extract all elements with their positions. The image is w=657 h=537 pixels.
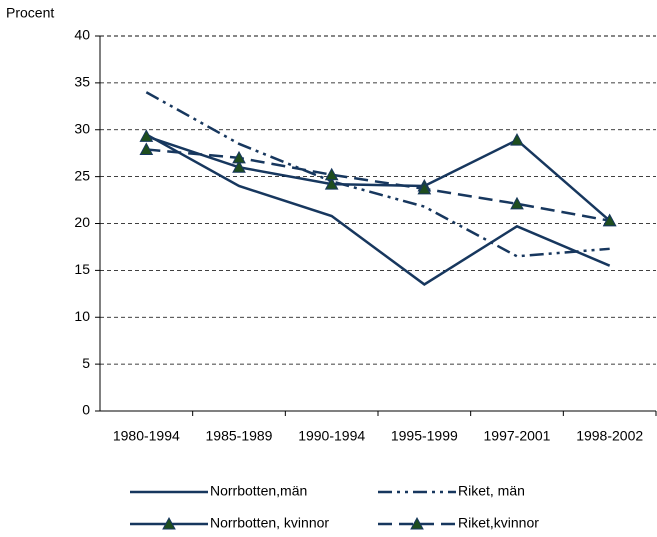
y-tick-label: 35 — [74, 74, 90, 90]
series-marker — [417, 181, 432, 195]
legend-label: Norrbotten, kvinnor — [210, 515, 329, 531]
x-tick-label: 1995-1999 — [391, 428, 458, 444]
series-line — [145, 133, 611, 286]
y-tick-label: 25 — [74, 167, 90, 183]
y-tick-label: 15 — [74, 261, 90, 277]
series-marker — [232, 150, 246, 164]
y-tick-label: 40 — [74, 27, 90, 43]
legend-label: Riket, män — [458, 483, 525, 499]
x-tick-label: 1985-1989 — [206, 428, 273, 444]
legend-marker — [162, 516, 176, 530]
series-line — [145, 135, 611, 222]
y-tick-label: 20 — [74, 214, 90, 230]
series-marker — [510, 133, 524, 146]
y-tick-label: 5 — [82, 355, 90, 371]
series-marker — [139, 129, 154, 142]
series-marker — [139, 142, 154, 155]
y-axis-label: Procent — [6, 5, 54, 21]
series-marker — [324, 167, 339, 181]
x-tick-label: 1990-1994 — [298, 428, 365, 444]
legend-label: Norrbotten,män — [210, 483, 307, 499]
series-marker — [324, 177, 339, 190]
y-tick-label: 10 — [74, 308, 90, 324]
series-line — [146, 148, 610, 222]
x-tick-label: 1980-1994 — [113, 428, 180, 444]
series-marker — [232, 160, 246, 173]
x-tick-label: 1998-2002 — [576, 428, 643, 444]
series-marker — [510, 196, 524, 210]
legend-label: Riket,kvinnor — [458, 515, 539, 531]
series-marker — [602, 213, 617, 227]
series-line — [145, 91, 610, 258]
y-tick-label: 0 — [82, 402, 90, 418]
y-tick-label: 30 — [74, 120, 90, 136]
x-tick-label: 1997-2001 — [484, 428, 551, 444]
legend-marker — [410, 516, 424, 530]
